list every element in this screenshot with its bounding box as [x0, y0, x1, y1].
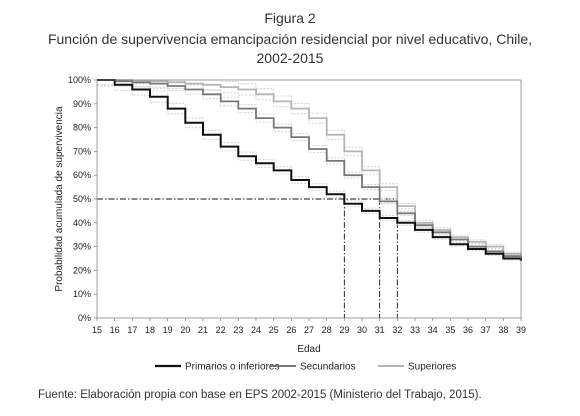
y-tick-label: 0% — [78, 313, 91, 323]
confidence-band-upper — [97, 79, 522, 260]
x-tick-label: 18 — [145, 325, 155, 335]
y-tick-label: 50% — [73, 194, 91, 204]
reference-lines-layer — [97, 198, 398, 318]
x-tick-label: 29 — [339, 325, 349, 335]
x-tick-label: 32 — [392, 325, 402, 335]
x-tick-label: 26 — [286, 325, 296, 335]
y-tick-label: 90% — [73, 99, 91, 109]
legend-label: Primarios o inferiores — [185, 362, 279, 373]
x-tick-label: 22 — [216, 325, 226, 335]
source-note: Fuente: Elaboración propia con base en E… — [38, 389, 482, 401]
chart-title: Función de supervivencia emancipación re… — [47, 31, 533, 66]
y-tick-label: 20% — [73, 265, 91, 275]
x-tick-label: 19 — [163, 325, 173, 335]
y-tick-label: 10% — [73, 289, 91, 299]
y-axis-label: Probabilidad acumulada de supervivencia — [54, 106, 65, 292]
confidence-band-lower — [97, 85, 522, 263]
y-tick-label: 100% — [68, 75, 91, 85]
x-axis-label: Edad — [297, 344, 320, 355]
x-tick-label: 20 — [180, 325, 190, 335]
series-line — [97, 79, 522, 259]
x-tick-label: 30 — [357, 325, 367, 335]
x-tick-label: 15 — [92, 325, 102, 335]
confidence-band-upper — [97, 79, 522, 257]
series-lines-layer — [97, 79, 522, 261]
x-tick-label: 21 — [198, 325, 208, 335]
x-tick-label: 36 — [463, 325, 473, 335]
x-tick-label: 31 — [375, 325, 385, 335]
y-tick-label: 30% — [73, 242, 91, 252]
x-tick-label: 35 — [445, 325, 455, 335]
x-tick-label: 39 — [516, 325, 526, 335]
y-tick-label: 40% — [73, 218, 91, 228]
legend-label: Secundarios — [300, 362, 356, 373]
x-tick-label: 37 — [481, 325, 491, 335]
x-tick-label: 34 — [428, 325, 438, 335]
x-tick-label: 23 — [233, 325, 243, 335]
y-tick-label: 60% — [73, 170, 91, 180]
legend-label: Superiores — [408, 362, 456, 373]
x-tick-label: 33 — [410, 325, 420, 335]
x-tick-label: 25 — [269, 325, 279, 335]
legend: Primarios o inferiores Secundarios Superio… — [155, 362, 456, 373]
x-tick-label: 17 — [127, 325, 137, 335]
confidence-bands-layer — [97, 79, 522, 263]
series-line — [97, 79, 522, 261]
x-tick-label: 38 — [498, 325, 508, 335]
x-tick-label: 27 — [304, 325, 314, 335]
x-tick-label: 16 — [110, 325, 120, 335]
x-tick-label: 24 — [251, 325, 261, 335]
axes-layer: 0% 10% 20% 30% 40% 50% 60% 70% 80% 90% 100% 15 16 17 1… — [54, 75, 526, 355]
y-tick-label: 80% — [73, 123, 91, 133]
figure-label: Figura 2 — [264, 10, 316, 26]
x-tick-label: 28 — [322, 325, 332, 335]
y-tick-label: 70% — [73, 146, 91, 156]
